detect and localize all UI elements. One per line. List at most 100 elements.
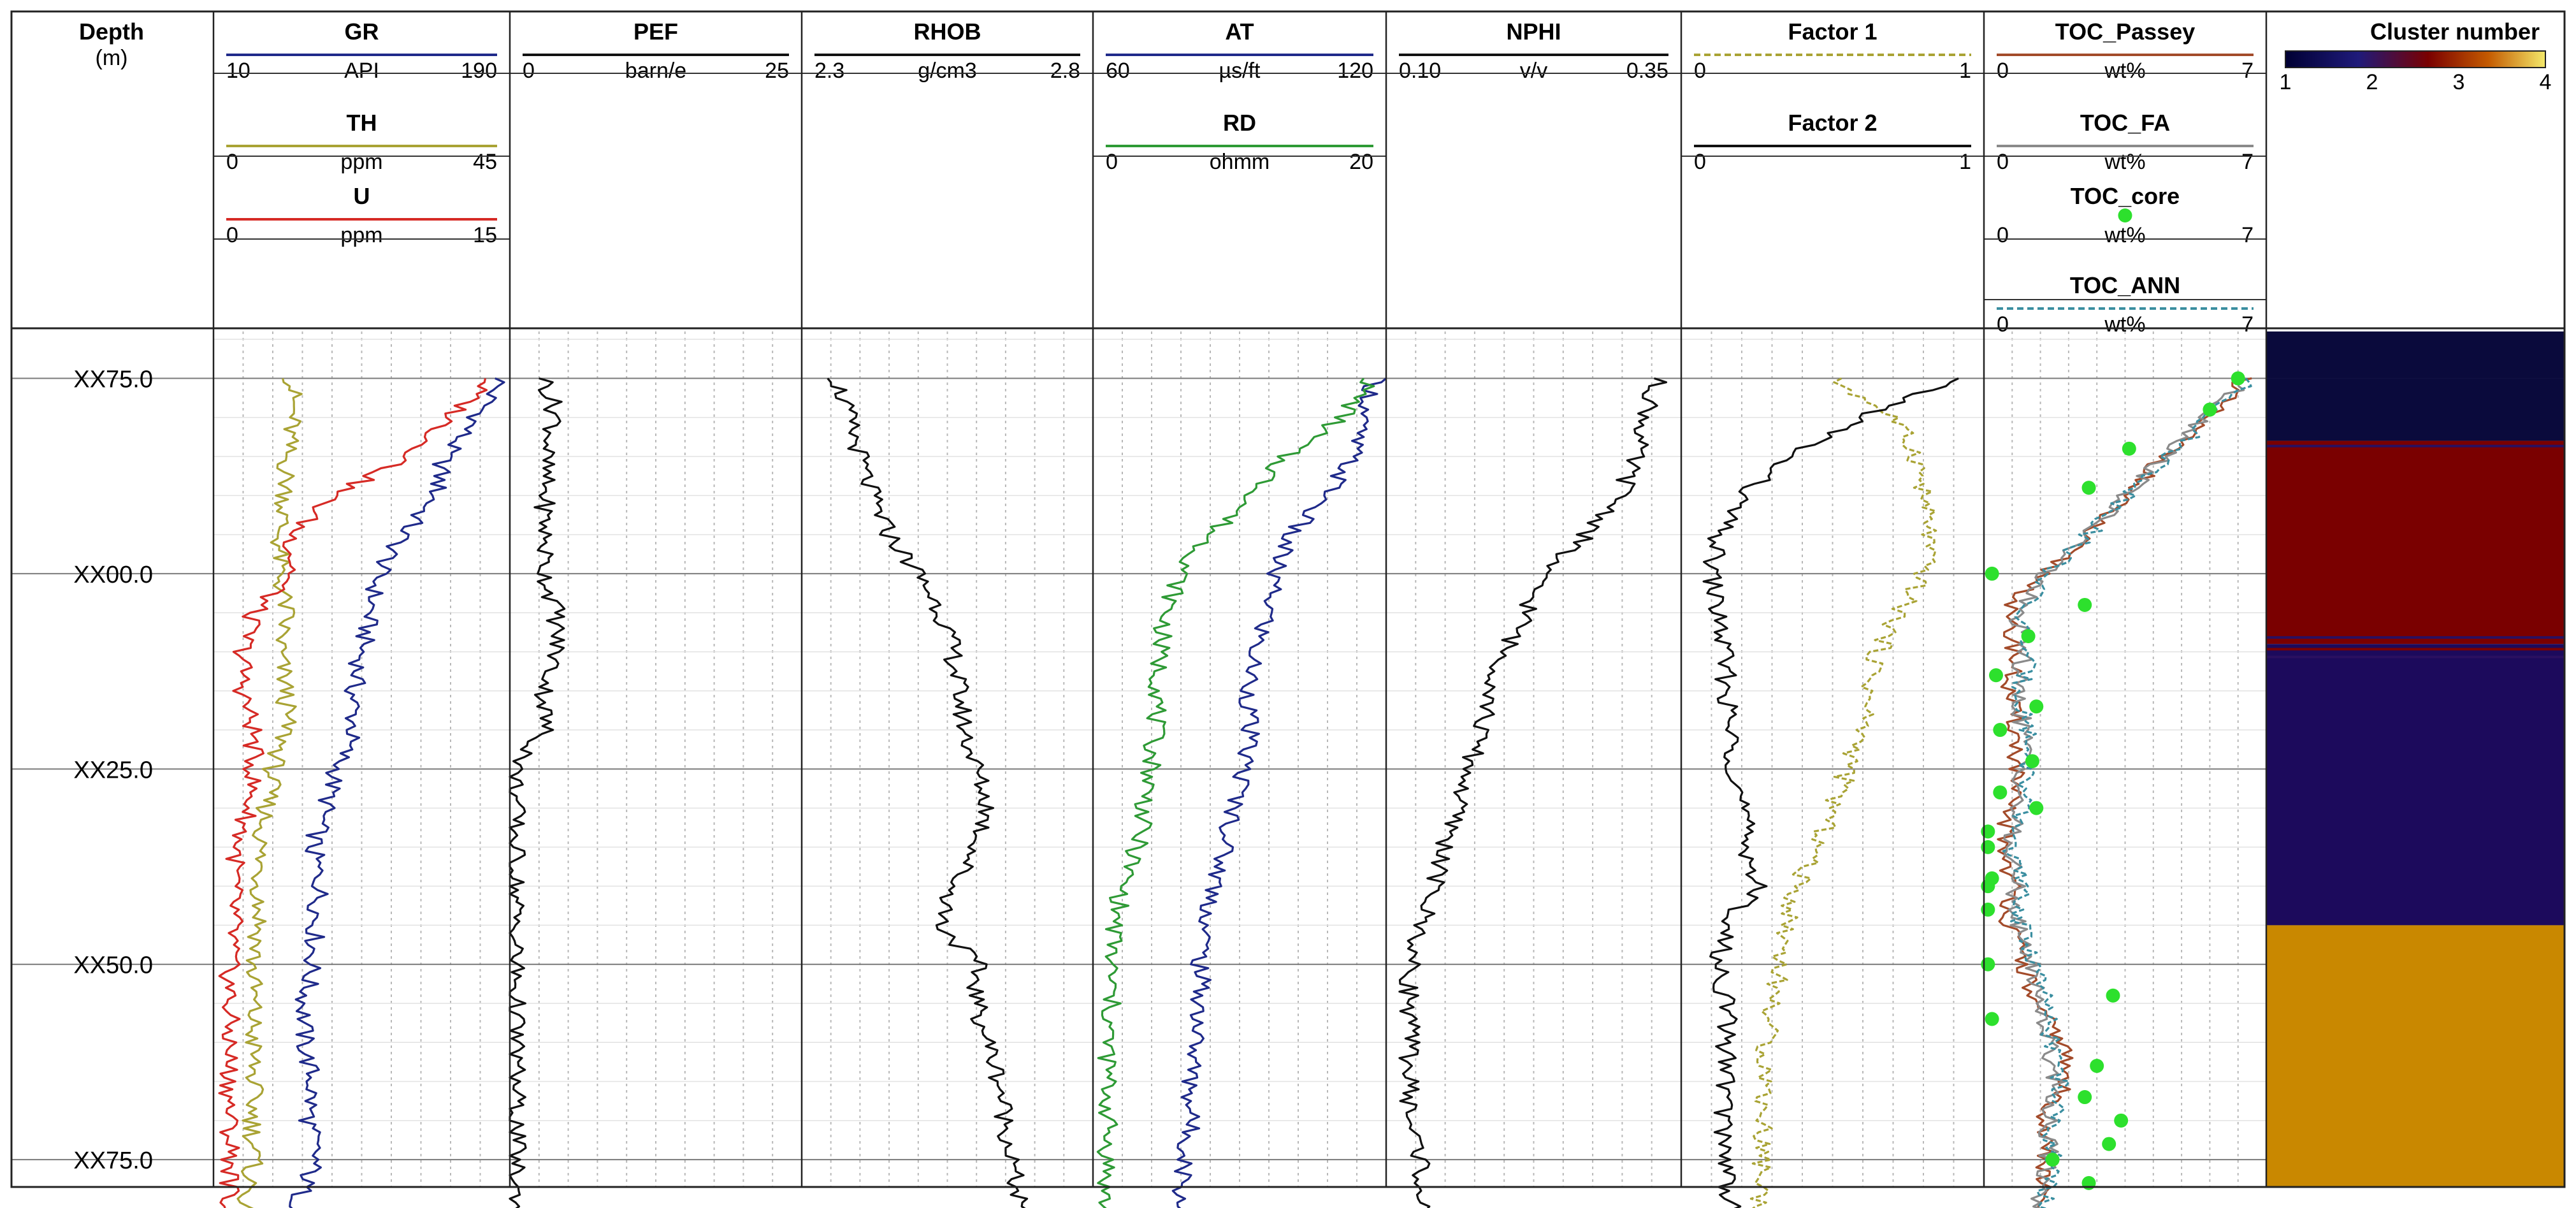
toc-core-point [2045, 1153, 2060, 1167]
curve-toc-fa [2003, 377, 2247, 1208]
curve-factor-1 [1749, 377, 1937, 1208]
scale-max: 7 [2241, 223, 2254, 247]
scale-min: 0 [226, 150, 238, 174]
scale-min: 2.3 [814, 59, 844, 83]
toc-core-point [2081, 481, 2096, 495]
curve-title: TOC_core [2071, 183, 2180, 209]
scale-unit: ppm [340, 223, 382, 247]
toc-core-point [2203, 402, 2217, 417]
curve-title: TH [347, 110, 377, 136]
cluster-layer [2266, 331, 2565, 1187]
toc-core-point [2025, 754, 2039, 769]
colorbar-tick: 2 [2366, 70, 2378, 94]
curve-title: U [354, 183, 370, 209]
toc-core-point [1981, 879, 1995, 894]
scale-max: 0.35 [1626, 59, 1668, 83]
depth-label: XX25.0 [73, 757, 153, 783]
scale-max: 2.8 [1050, 59, 1080, 83]
scale-unit: wt% [2104, 59, 2145, 83]
scale-max: 45 [473, 150, 497, 174]
colorbar-tick: 4 [2540, 70, 2552, 94]
scale-min: 0 [1694, 150, 1706, 174]
scale-min: 0 [1106, 150, 1118, 174]
colorbar-tick: 1 [2280, 70, 2292, 94]
toc-core-point [1985, 1012, 1999, 1026]
curve-th [236, 378, 303, 1208]
cluster-stripe [2266, 655, 2565, 659]
toc-core-point [1993, 723, 2008, 738]
scale-min: 0 [1997, 312, 2009, 337]
toc-core-point [1981, 840, 1995, 854]
toc-core-point [1988, 668, 2003, 683]
curve-title: AT [1225, 18, 1254, 45]
toc-core-point [1993, 785, 2008, 800]
cluster-band [2266, 925, 2565, 1187]
toc-core-point [2090, 1059, 2104, 1073]
curve-pef [509, 377, 566, 1208]
curve-title: TOC_FA [2080, 110, 2170, 136]
toc-core-point [1981, 902, 1995, 917]
scale-max: 1 [1959, 150, 1971, 174]
curve-layer: XX75.0 XX00.0 XX25.0 XX50.0 XX75.0 [73, 367, 2252, 1208]
cluster-band [2266, 331, 2565, 379]
scale-max: 15 [473, 223, 497, 247]
toc-core-point [1981, 824, 1995, 839]
scale-min: 0 [523, 59, 535, 83]
legend-marker [2118, 208, 2132, 222]
curve-gr [289, 377, 505, 1208]
toc-core-point [2021, 629, 2036, 643]
cluster-band [2266, 440, 2565, 644]
toc-core-point [2106, 988, 2120, 1003]
toc-core-point [1981, 957, 1995, 971]
depth-label: XX50.0 [73, 952, 153, 979]
curve-nphi [1398, 377, 1667, 1208]
scale-max: 190 [461, 59, 497, 83]
curve-factor-2 [1702, 377, 1959, 1208]
scale-unit: wt% [2104, 312, 2145, 337]
cluster-stripe [2266, 444, 2565, 448]
scale-min: 0 [1997, 223, 2009, 247]
scale-unit: barn/e [625, 59, 686, 83]
depth-title: Depth [79, 18, 144, 45]
scale-unit: API [344, 59, 379, 83]
curve-rd [1096, 377, 1375, 1208]
toc-core-point [2231, 371, 2245, 386]
outer-frame [10, 10, 2566, 1188]
scale-min: 60 [1106, 59, 1130, 83]
curve-title: TOC_Passey [2055, 18, 2195, 45]
scale-max: 7 [2241, 59, 2254, 83]
curve-title: PEF [633, 18, 678, 45]
frame-layer [10, 10, 2566, 1188]
toc-core-point [2078, 597, 2092, 612]
scale-unit: wt% [2104, 223, 2145, 247]
scale-max: 7 [2241, 312, 2254, 337]
cluster-colorbar [2285, 50, 2546, 68]
toc-core-point [2114, 1113, 2129, 1128]
toc-core-point [2081, 1175, 2096, 1190]
scale-min: 0 [226, 223, 238, 247]
scale-max: 25 [765, 59, 789, 83]
scale-max: 7 [2241, 150, 2254, 174]
depth-label: XX75.0 [73, 1147, 153, 1174]
scale-min: 10 [226, 59, 250, 83]
toc-core-point [2029, 801, 2044, 815]
scale-max: 20 [1349, 150, 1373, 174]
scale-min: 0 [1997, 150, 2009, 174]
scale-unit: v/v [1520, 59, 1547, 83]
toc-core-point [2102, 1137, 2117, 1151]
cluster-band [2266, 378, 2565, 441]
depth-unit: (m) [96, 46, 128, 70]
cluster-stripe [2266, 636, 2565, 639]
colorbar-tick: 3 [2453, 70, 2465, 94]
curve-at [1171, 377, 1387, 1208]
curve-title: GR [345, 18, 379, 45]
depth-label: XX75.0 [73, 367, 153, 393]
curve-title: TOC_ANN [2070, 272, 2180, 298]
depth-label: XX00.0 [73, 562, 153, 588]
scale-max: 1 [1959, 59, 1971, 83]
toc-core-point [2029, 699, 2044, 714]
curve-title: NPHI [1506, 18, 1561, 45]
curve-rhob [827, 377, 1029, 1208]
